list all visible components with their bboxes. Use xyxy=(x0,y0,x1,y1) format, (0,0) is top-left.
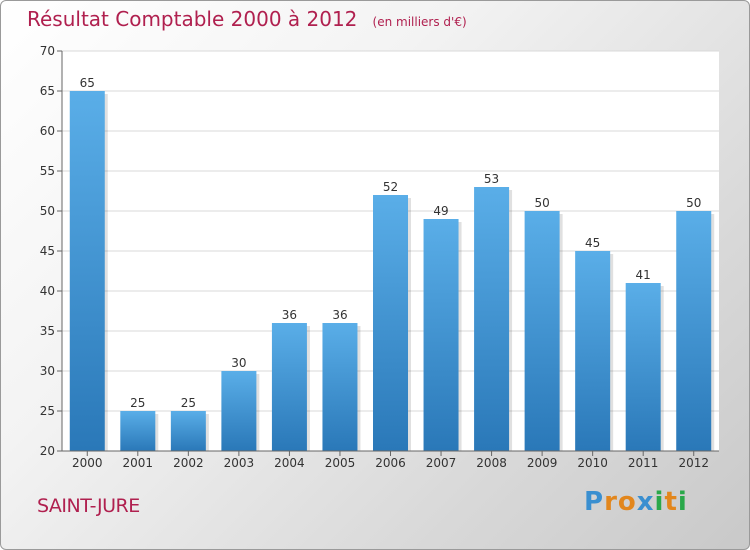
data-label: 53 xyxy=(484,172,499,186)
bar-2010 xyxy=(575,251,611,451)
bar-2006 xyxy=(373,195,408,451)
chart-title-subtitle: (en milliers d'€) xyxy=(372,15,467,29)
x-tick-label: 2000 xyxy=(72,456,103,470)
bar-2007 xyxy=(423,219,459,451)
bar-2004 xyxy=(271,323,307,451)
x-tick-label: 2007 xyxy=(426,456,457,470)
y-tick-label: 30 xyxy=(40,364,55,378)
y-tick-label: 50 xyxy=(40,204,55,218)
data-label: 50 xyxy=(686,196,701,210)
proxiti-logo: Proxiti xyxy=(584,487,688,517)
x-tick-label: 2011 xyxy=(628,456,659,470)
bar-2003 xyxy=(221,371,257,451)
bar-2002 xyxy=(170,411,206,451)
bars xyxy=(69,91,715,451)
data-label: 50 xyxy=(534,196,549,210)
bar-2005 xyxy=(322,323,358,451)
data-label: 25 xyxy=(181,396,196,410)
y-tick-label: 40 xyxy=(40,284,55,298)
x-tick-label: 2010 xyxy=(577,456,608,470)
data-label: 30 xyxy=(231,356,246,370)
logo-letter: t xyxy=(664,487,678,517)
x-tick-label: 2002 xyxy=(173,456,204,470)
y-tick-label: 70 xyxy=(40,44,55,58)
x-tick-label: 2001 xyxy=(123,456,154,470)
y-tick-label: 55 xyxy=(40,164,55,178)
logo-letter: i xyxy=(677,487,688,517)
data-label: 41 xyxy=(636,268,651,282)
y-tick-label: 60 xyxy=(40,124,55,138)
logo-letter: o xyxy=(617,487,637,517)
chart-title: Résultat Comptable 2000 à 2012 (en milli… xyxy=(27,7,467,31)
y-tick-label: 35 xyxy=(40,324,55,338)
data-label: 45 xyxy=(585,236,600,250)
x-tick-label: 2006 xyxy=(375,456,406,470)
y-tick-label: 20 xyxy=(40,444,55,458)
x-tick-label: 2012 xyxy=(678,456,709,470)
chart-title-main: Résultat Comptable 2000 à 2012 xyxy=(27,7,358,31)
x-tick-label: 2009 xyxy=(527,456,558,470)
axes: 20 25 30 35 40 45 50 55 60 65 70 2000 2001 2002 2003 20… xyxy=(40,44,719,470)
data-label: 36 xyxy=(332,308,347,322)
x-tick-label: 2003 xyxy=(224,456,255,470)
bar-2011 xyxy=(625,283,661,451)
city-name: SAINT-JURE xyxy=(37,495,140,517)
bar-2008 xyxy=(474,187,510,451)
y-tick-label: 25 xyxy=(40,404,55,418)
y-tick-label: 65 xyxy=(40,84,55,98)
logo-letter: i xyxy=(654,487,665,517)
x-tick-label: 2005 xyxy=(325,456,356,470)
data-label: 49 xyxy=(433,204,448,218)
bar-2000 xyxy=(69,91,105,451)
logo-letter: P xyxy=(584,487,605,517)
data-label: 36 xyxy=(282,308,297,322)
y-tick-label: 45 xyxy=(40,244,55,258)
x-tick-label: 2004 xyxy=(274,456,305,470)
bar-2001 xyxy=(120,411,156,451)
data-labels: 65 25 25 30 36 36 52 49 53 50 45 41 50 xyxy=(80,76,702,410)
bar-2009 xyxy=(524,211,560,451)
data-label: 25 xyxy=(130,396,145,410)
data-label: 52 xyxy=(383,180,398,194)
bar-2012 xyxy=(676,211,712,451)
logo-letter: x xyxy=(636,487,655,517)
data-label: 65 xyxy=(80,76,95,90)
x-tick-label: 2008 xyxy=(476,456,507,470)
logo-letter: r xyxy=(604,487,618,517)
